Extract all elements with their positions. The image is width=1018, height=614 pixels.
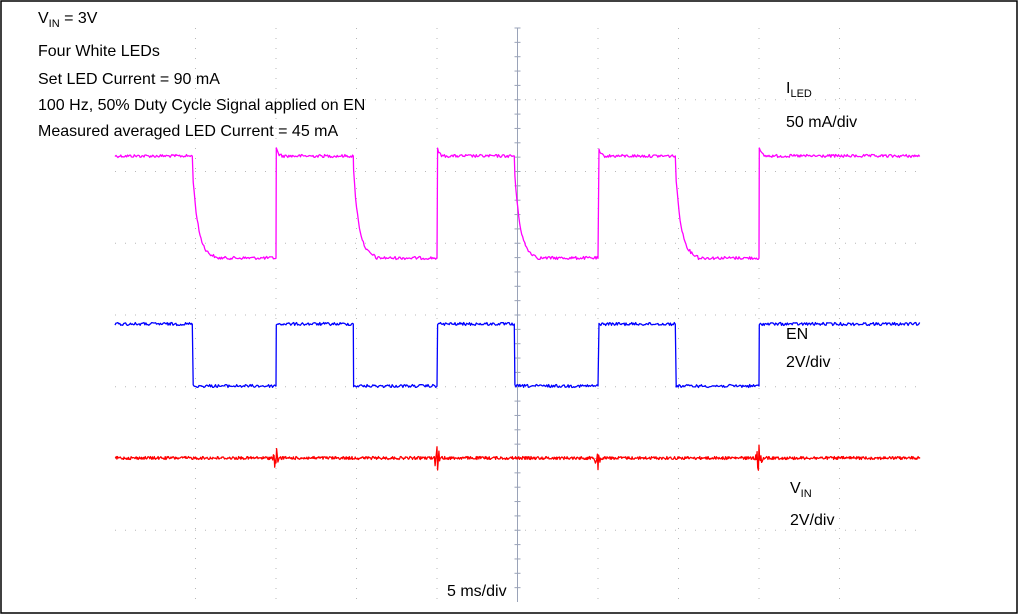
iled-channel-label: ILED: [786, 80, 812, 100]
time-scale-label: 5 ms/div: [447, 583, 507, 600]
vin-trace: [114, 444, 921, 471]
en-scale-label: 2V/div: [786, 354, 831, 371]
leds-annotation: Four White LEDs: [38, 43, 160, 60]
plot-traces: [114, 147, 921, 471]
vin-channel-label: VIN: [790, 480, 812, 500]
en-trace: [114, 321, 921, 389]
vin-scale-label: 2V/div: [790, 512, 835, 529]
iled-trace: [114, 147, 921, 261]
set-current-annotation: Set LED Current = 90 mA: [38, 71, 220, 88]
vin-annotation: VIN = 3V: [38, 10, 98, 30]
measured-annotation: Measured averaged LED Current = 45 mA: [38, 123, 339, 140]
en-channel-label: EN: [786, 326, 809, 343]
iled-scale-label: 50 mA/div: [786, 114, 858, 131]
signal-annotation: 100 Hz, 50% Duty Cycle Signal applied on…: [38, 97, 366, 114]
